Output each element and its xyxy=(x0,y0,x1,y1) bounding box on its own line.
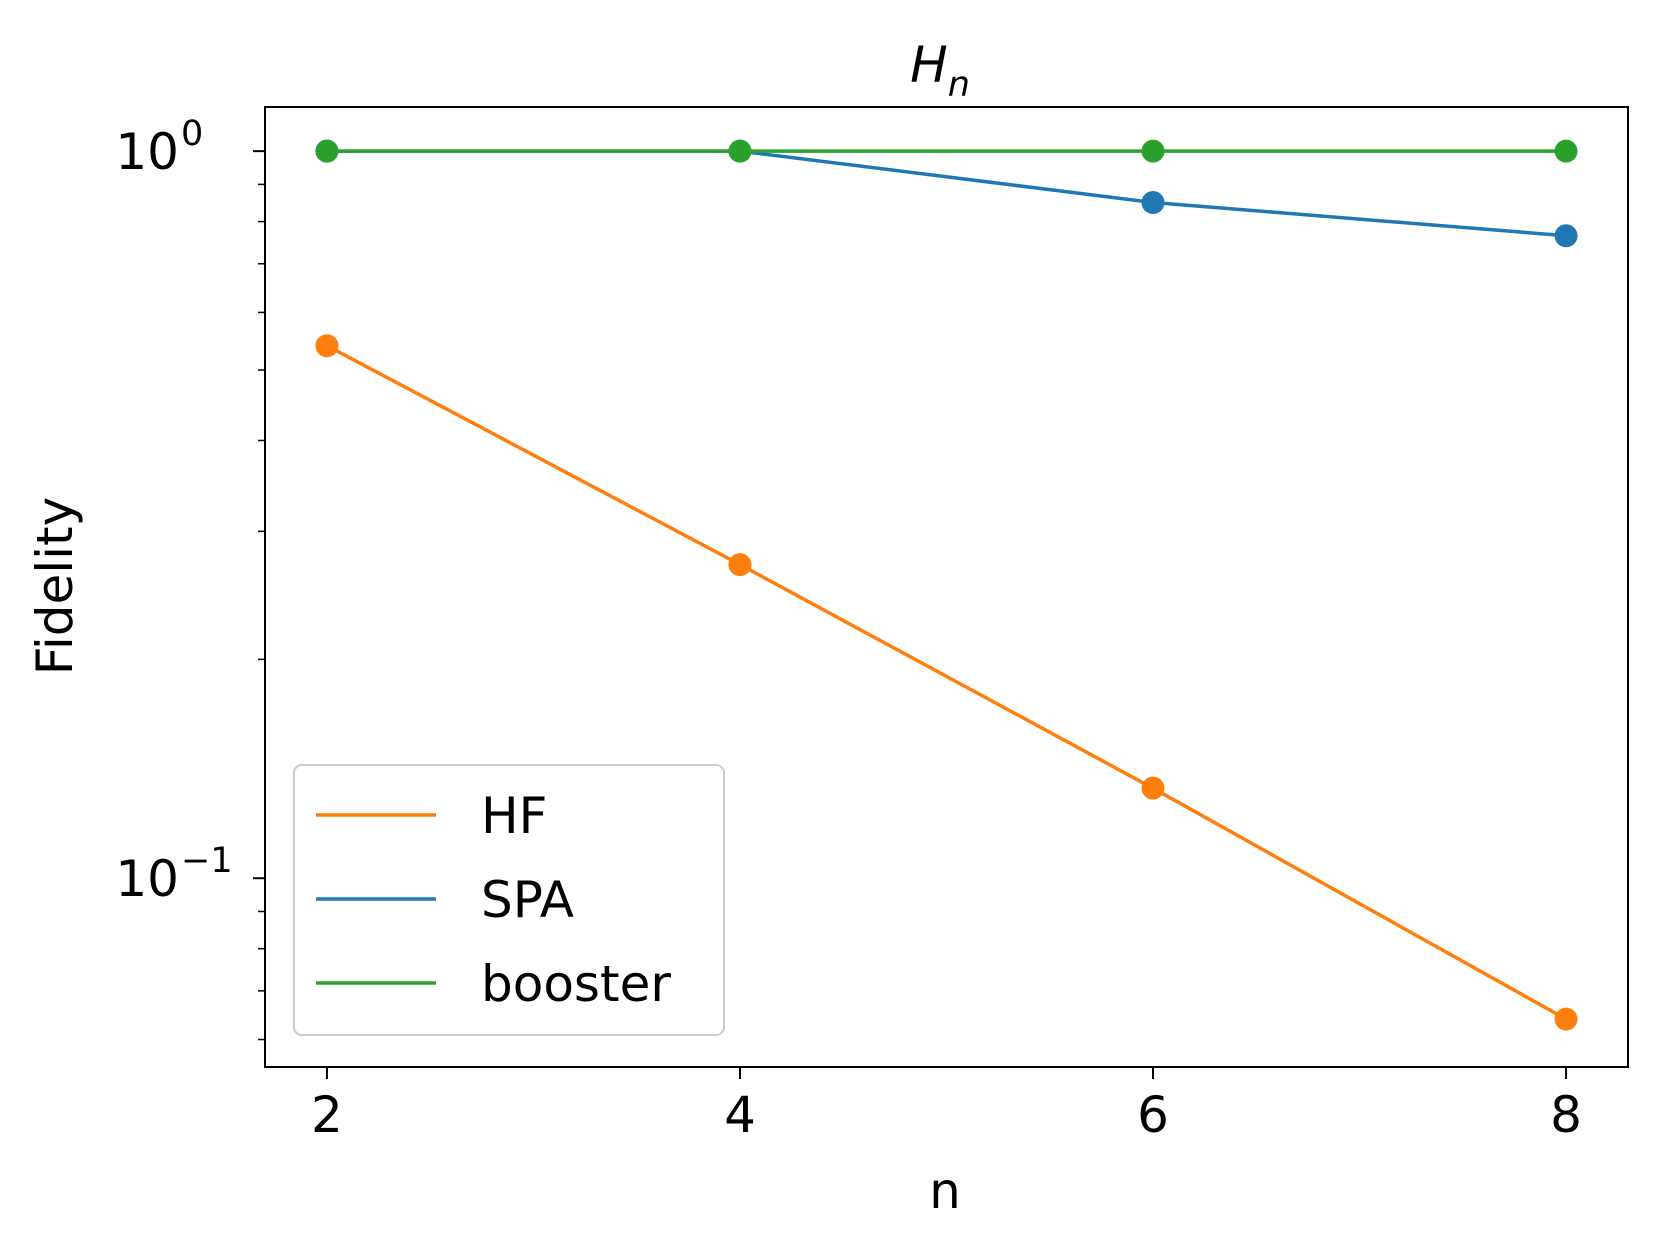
chart-title-main: H xyxy=(910,36,948,94)
legend-label-hf: HF xyxy=(481,787,547,845)
y-axis-label: Fidelity xyxy=(26,497,84,676)
x-tick-label: 6 xyxy=(1137,1086,1169,1144)
plot-markers xyxy=(315,139,1578,1031)
plot-frame xyxy=(264,106,1629,1068)
series-line-hf xyxy=(326,344,1567,1021)
y-tick-exponent: −1 xyxy=(181,841,233,881)
y-tick-exponent: 0 xyxy=(181,114,203,154)
data-point-hf xyxy=(1141,776,1165,800)
x-tick-label: 8 xyxy=(1550,1086,1582,1144)
x-tick-label: 4 xyxy=(724,1086,756,1144)
data-point-booster xyxy=(1554,139,1578,163)
data-point-booster xyxy=(1141,139,1165,163)
chart-title-subscript: n xyxy=(948,65,970,105)
data-point-hf xyxy=(315,334,339,358)
legend-label-booster: booster xyxy=(481,955,671,1013)
x-tick-label: 2 xyxy=(311,1086,343,1144)
data-point-booster xyxy=(728,139,752,163)
data-point-hf xyxy=(728,553,752,577)
legend-box xyxy=(293,764,725,1036)
x-axis-label: n xyxy=(929,1162,961,1220)
chart-title: Hn xyxy=(910,36,970,105)
data-point-spa xyxy=(1141,190,1165,214)
x-axis-ticks: 2 4 6 8 xyxy=(311,1067,1582,1144)
plot-lines xyxy=(326,149,1567,1021)
y-tick-label: 10 xyxy=(115,123,179,181)
data-point-booster xyxy=(315,139,339,163)
legend: HF SPA booster xyxy=(293,764,725,1036)
data-point-hf xyxy=(1554,1007,1578,1031)
data-point-spa xyxy=(1554,224,1578,248)
y-tick-label: 10 xyxy=(115,850,179,908)
legend-label-spa: SPA xyxy=(481,871,574,929)
